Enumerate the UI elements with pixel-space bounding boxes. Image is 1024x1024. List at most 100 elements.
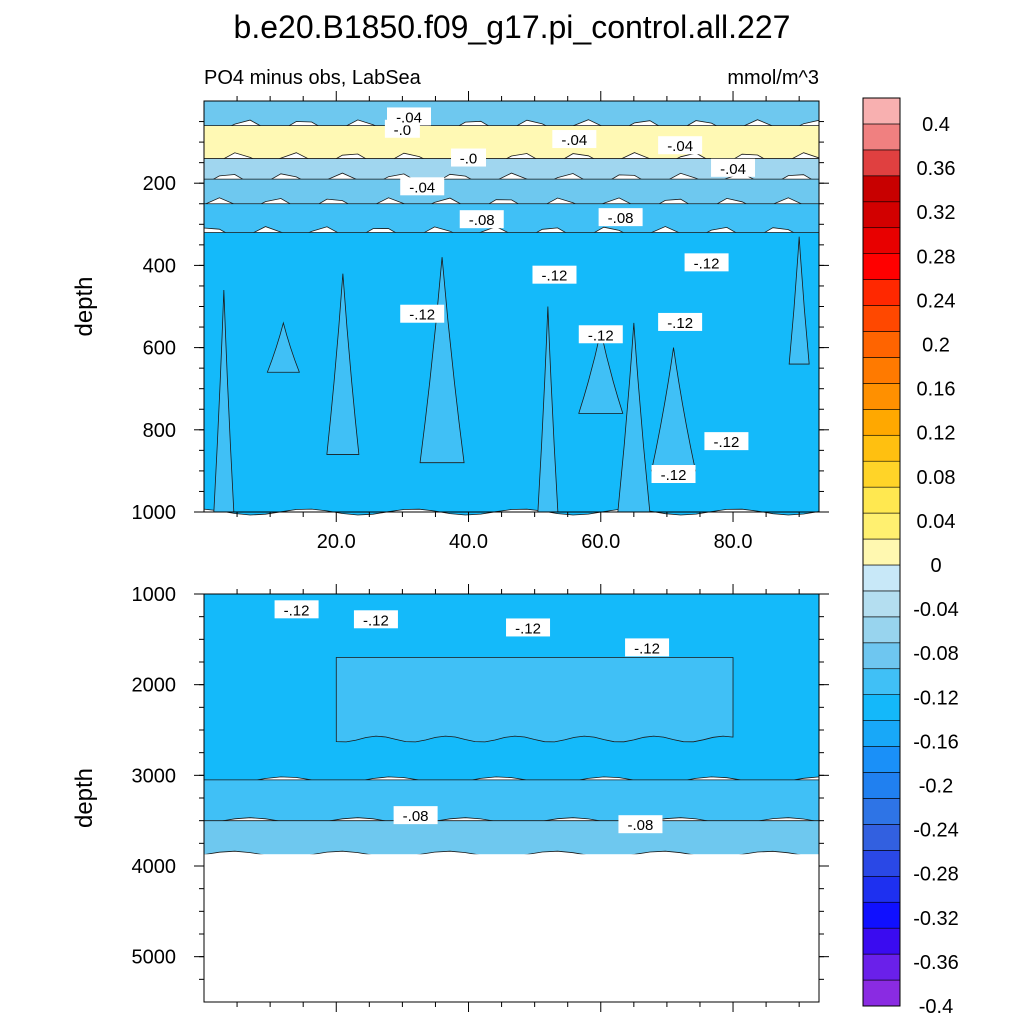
- contour-label-upper-9: -.12: [532, 265, 577, 285]
- colorbar-bin-32: [862, 149, 901, 177]
- colorbar-bin-17: [862, 538, 901, 566]
- contour-label-upper-6: -.04: [400, 177, 445, 196]
- contour-label-upper-5: -.04: [711, 158, 756, 178]
- svg-text:-.12: -.12: [588, 327, 614, 344]
- colorbar-bin-27: [862, 279, 901, 306]
- svg-text:-.0: -.0: [394, 122, 412, 139]
- colorbar-bin-14: [862, 616, 901, 644]
- colorbar-bin-29: [862, 227, 901, 254]
- contour-label-upper-10: -.12: [684, 253, 729, 272]
- contour-label-upper-11: -.12: [400, 304, 445, 324]
- contour-tongue-0: [213, 290, 235, 513]
- svg-text:-.12: -.12: [515, 620, 541, 637]
- contour-label-upper-1: -.04: [387, 107, 431, 126]
- colorbar-bin-19: [862, 486, 901, 514]
- contour-label-upper-4: -.04: [658, 136, 703, 155]
- y-axis-label-lower: depth: [71, 768, 98, 828]
- svg-text:-.08: -.08: [628, 817, 654, 834]
- y-tick-label-upper-0: 200: [143, 173, 176, 195]
- contour-tongue-6: [788, 236, 810, 365]
- colorbar-tick-label-5: -0.2: [919, 775, 953, 797]
- svg-text:-.04: -.04: [396, 109, 422, 126]
- contour-band-upper-5: [203, 232, 820, 516]
- colorbar-tick-label-3: -0.28: [913, 864, 959, 886]
- colorbar-tick-label-17: 0.28: [917, 246, 956, 268]
- svg-text:-.12: -.12: [634, 640, 660, 657]
- colorbar-bin-0: [862, 979, 901, 1007]
- contour-label-upper-14: -.12: [704, 432, 749, 451]
- contour-label-upper-2: -.0: [451, 148, 487, 168]
- svg-text:-.12: -.12: [694, 255, 720, 272]
- contour-label-upper-15: -.12: [651, 465, 696, 484]
- colorbar-tick-label-11: 0.04: [917, 511, 956, 533]
- colorbar-bin-24: [862, 357, 901, 384]
- x-tick-label-2: 60.0: [581, 531, 620, 553]
- colorbar-tick-label-13: 0.12: [917, 423, 956, 445]
- contour-label-upper-13: -.12: [658, 312, 703, 332]
- colorbar-tick-label-0: -0.4: [919, 996, 953, 1018]
- svg-text:-.12: -.12: [409, 307, 435, 324]
- colorbar-bin-6: [862, 824, 901, 851]
- y-tick-label-upper-3: 800: [143, 420, 176, 442]
- svg-text:-.08: -.08: [608, 210, 634, 227]
- y-tick-label-lower-2: 3000: [132, 765, 177, 787]
- lower-panel: 1000 2000 3000 4000 5000 depth -.12 -.12 -.12 -.1…: [71, 584, 829, 1012]
- colorbar-tick-label-2: -0.32: [913, 908, 959, 930]
- svg-text:-.04: -.04: [720, 161, 746, 178]
- colorbar-tick-label-20: 0.4: [922, 114, 950, 136]
- y-axis-label-upper: depth: [71, 276, 98, 336]
- y-tick-label-upper-1: 400: [143, 255, 176, 277]
- colorbar-tick-label-10: 0: [930, 555, 941, 577]
- colorbar-bin-9: [862, 746, 901, 773]
- contour-tongue-2: [419, 257, 465, 464]
- colorbar-bin-33: [862, 123, 901, 151]
- colorbar-bin-16: [862, 564, 901, 592]
- colorbar-frame: [862, 97, 901, 1007]
- contour-tongue-4: [617, 322, 651, 513]
- colorbar-tick-label-15: 0.2: [922, 334, 950, 356]
- colorbar-bin-22: [862, 409, 901, 436]
- colorbar-tick-label-8: -0.08: [913, 643, 959, 665]
- contour-label-lower-1: -.12: [353, 610, 398, 629]
- y-tick-label-lower-0: 1000: [132, 584, 177, 606]
- contour-label-lower-2: -.12: [506, 618, 551, 637]
- contour-tongue-1: [326, 273, 360, 455]
- colorbar-bin-28: [862, 253, 901, 280]
- colorbar-bin-30: [862, 201, 901, 229]
- colorbar-bin-7: [862, 798, 901, 825]
- colorbar-tick-label-6: -0.16: [913, 731, 959, 753]
- colorbar-bin-31: [862, 175, 901, 203]
- contour-label-upper-3: -.04: [552, 130, 597, 149]
- chart-title: b.e20.B1850.f09_g17.pi_control.all.227: [234, 9, 791, 45]
- colorbar-bin-13: [862, 642, 901, 670]
- svg-text:-.04: -.04: [667, 138, 693, 155]
- contour-label-lower-4: -.08: [393, 806, 438, 825]
- svg-text:-.0: -.0: [460, 151, 478, 168]
- colorbar-bin-20: [862, 460, 901, 488]
- svg-text:-.12: -.12: [667, 315, 693, 332]
- contour-band-lower-2: [203, 779, 820, 824]
- contour-band-upper-1: [203, 125, 820, 165]
- x-tick-label-0: 20.0: [317, 531, 356, 553]
- colorbar-bin-12: [862, 668, 901, 695]
- colorbar: -0.4 -0.36 -0.32 -0.28 -0.24 -0.2 -0.16 -0.12 -0…: [862, 97, 959, 1018]
- contour-band-lower-1: [335, 657, 734, 743]
- colorbar-bin-15: [862, 590, 901, 618]
- contour-label-upper-7: -.08: [459, 210, 504, 229]
- contour-label-lower-0: -.12: [274, 600, 319, 619]
- colorbar-tick-label-16: 0.24: [917, 290, 956, 312]
- colorbar-tick-label-4: -0.24: [913, 820, 959, 842]
- colorbar-tick-label-12: 0.08: [917, 467, 956, 489]
- colorbar-bin-5: [862, 850, 901, 877]
- svg-text:-.04: -.04: [561, 132, 587, 149]
- no-data-region: [204, 854, 819, 1002]
- x-tick-label-1: 40.0: [449, 531, 488, 553]
- contour-label-lower-5: -.08: [618, 815, 663, 834]
- svg-text:-.04: -.04: [409, 179, 435, 196]
- contour-tongue-5: [651, 347, 697, 472]
- contour-label-upper-8: -.08: [598, 208, 643, 227]
- svg-text:-.12: -.12: [284, 602, 310, 619]
- y-tick-label-upper-4: 1000: [132, 502, 177, 524]
- colorbar-bin-10: [862, 720, 901, 747]
- colorbar-bin-26: [862, 305, 901, 332]
